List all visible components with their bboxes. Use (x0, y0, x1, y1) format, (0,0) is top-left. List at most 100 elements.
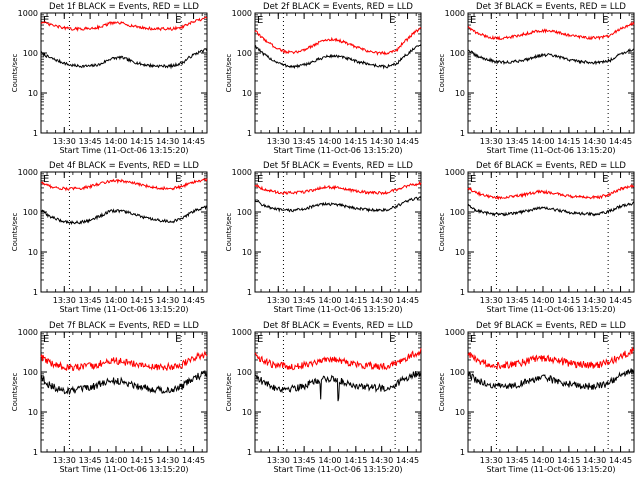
plot-frame (254, 12, 422, 134)
x-tick-label: 13:30 (267, 456, 290, 465)
interval-marker: E (389, 174, 395, 185)
x-tick-label: 13:45 (79, 456, 102, 465)
y-tick-label: 1000 (18, 9, 38, 18)
x-tick-label: 14:45 (182, 296, 205, 305)
y-tick-label: 1 (247, 288, 252, 297)
y-tick-label: 1 (460, 288, 465, 297)
x-tick-label: 14:45 (182, 137, 205, 146)
x-tick-label: 14:45 (396, 296, 419, 305)
series-line-events (467, 201, 635, 217)
x-tick-label: 14:15 (344, 137, 367, 146)
panel-8: Det 8f BLACK = Events, RED = LLD 1 10 100 10… (225, 321, 422, 474)
panel-title: Det 3f BLACK = Events, RED = LLD (476, 2, 626, 12)
y-tick-label: 1 (460, 129, 465, 138)
y-tick-label: 100 (450, 49, 465, 58)
series-line-events (254, 371, 422, 402)
x-tick-label: 14:45 (396, 456, 419, 465)
x-tick-label: 13:30 (267, 296, 290, 305)
interval-marker: E (389, 15, 395, 26)
x-axis-label: Start Time (11-Oct-06 13:15:20) (486, 465, 615, 474)
y-tick-label: 1000 (232, 328, 252, 337)
panel-title: Det 1f BLACK = Events, RED = LLD (49, 2, 199, 12)
panel-title: Det 6f BLACK = Events, RED = LLD (476, 161, 626, 171)
x-tick-label: 13:45 (293, 456, 316, 465)
panel-title: Det 4f BLACK = Events, RED = LLD (49, 161, 199, 171)
series-line-lld (40, 16, 207, 32)
y-axis-label: Counts/sec (225, 54, 233, 93)
panel-7: Det 7f BLACK = Events, RED = LLD 1 10 100 10… (11, 321, 208, 474)
interval-marker: E (257, 174, 263, 185)
x-axis-label: Start Time (11-Oct-06 13:15:20) (59, 465, 188, 474)
x-tick-label: 14:45 (609, 456, 632, 465)
y-tick-label: 1 (247, 448, 252, 457)
series-line-events (467, 47, 635, 66)
interval-marker: E (175, 334, 181, 345)
series-line-events (40, 47, 208, 70)
x-tick-label: 13:30 (480, 456, 503, 465)
y-tick-label: 1000 (232, 9, 252, 18)
interval-marker: E (257, 334, 263, 345)
y-tick-label: 100 (23, 49, 38, 58)
y-axis-label: Counts/sec (11, 213, 19, 252)
y-tick-label: 1000 (445, 168, 465, 177)
series-line-events (254, 196, 422, 213)
plot-frame (40, 12, 208, 134)
x-tick-label: 14:30 (370, 137, 393, 146)
panel-1: Det 1f BLACK = Events, RED = LLD 1 10 100 10… (11, 2, 208, 155)
plot-frame (40, 171, 208, 293)
interval-marker: E (175, 174, 181, 185)
x-tick-label: 14:00 (104, 296, 127, 305)
x-tick-label: 13:45 (293, 137, 316, 146)
y-tick-label: 1000 (445, 9, 465, 18)
x-tick-label: 14:00 (318, 137, 341, 146)
x-tick-label: 13:45 (506, 456, 529, 465)
x-tick-label: 13:45 (506, 296, 529, 305)
x-tick-label: 13:30 (267, 137, 290, 146)
series-line-lld (467, 21, 635, 41)
series-line-events (40, 370, 208, 396)
y-tick-label: 10 (242, 248, 252, 257)
x-tick-label: 13:30 (53, 296, 76, 305)
x-axis-label: Start Time (11-Oct-06 13:15:20) (273, 465, 402, 474)
x-tick-label: 13:30 (53, 137, 76, 146)
y-axis-label: Counts/sec (11, 54, 19, 93)
y-tick-label: 1 (247, 129, 252, 138)
y-axis-label: Counts/sec (11, 373, 19, 412)
y-tick-label: 10 (28, 408, 38, 417)
x-tick-label: 14:15 (130, 296, 153, 305)
y-tick-label: 1 (460, 448, 465, 457)
interval-marker: E (602, 334, 608, 345)
y-axis-label: Counts/sec (438, 373, 446, 412)
y-tick-label: 10 (455, 89, 465, 98)
plot-frame (254, 171, 422, 293)
x-tick-label: 14:15 (130, 137, 153, 146)
y-axis-label: Counts/sec (225, 213, 233, 252)
interval-marker: E (470, 334, 476, 345)
x-tick-label: 13:30 (480, 137, 503, 146)
panel-title: Det 7f BLACK = Events, RED = LLD (49, 321, 199, 331)
series-line-events (254, 43, 422, 70)
panel-6: Det 6f BLACK = Events, RED = LLD 1 10 100 10… (438, 161, 635, 314)
x-tick-label: 14:00 (531, 456, 554, 465)
x-tick-label: 13:45 (79, 137, 102, 146)
series-line-events (467, 368, 635, 391)
panel-title: Det 2f BLACK = Events, RED = LLD (263, 2, 413, 12)
interval-marker: E (43, 334, 49, 345)
x-tick-label: 14:15 (557, 456, 580, 465)
x-tick-label: 14:15 (344, 296, 367, 305)
series-line-lld (254, 180, 422, 196)
x-tick-label: 14:45 (609, 137, 632, 146)
x-tick-label: 14:00 (104, 137, 127, 146)
y-tick-label: 1000 (445, 328, 465, 337)
series-line-lld (254, 348, 422, 371)
interval-marker: E (175, 15, 181, 26)
x-tick-label: 14:45 (396, 137, 419, 146)
x-tick-label: 14:15 (557, 296, 580, 305)
y-tick-label: 100 (237, 368, 252, 377)
plot-frame (40, 331, 208, 453)
x-tick-label: 14:00 (531, 296, 554, 305)
y-tick-label: 100 (450, 208, 465, 217)
x-tick-label: 14:00 (318, 296, 341, 305)
x-tick-label: 14:30 (370, 456, 393, 465)
x-tick-label: 14:30 (156, 296, 179, 305)
